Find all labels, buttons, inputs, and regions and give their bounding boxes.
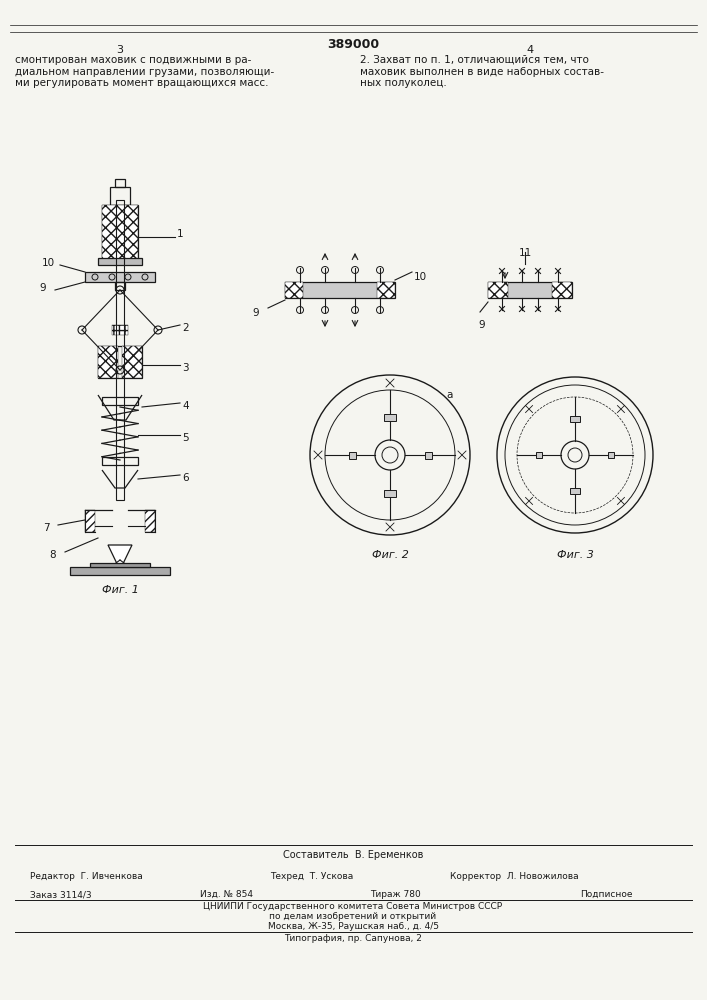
Bar [85, 510, 95, 532]
Bar [102, 457, 138, 465]
Polygon shape [384, 414, 396, 420]
Text: ЦНИИПИ Государственного комитета Совета Министров СССР: ЦНИИПИ Государственного комитета Совета … [204, 902, 503, 911]
Bar [115, 179, 125, 187]
Bar [285, 282, 395, 298]
Text: 3: 3 [117, 45, 124, 55]
Polygon shape [349, 452, 356, 458]
Bar [488, 282, 508, 298]
Bar [285, 282, 303, 298]
Text: 2: 2 [182, 323, 189, 333]
Text: 1: 1 [177, 229, 184, 239]
Text: 5: 5 [182, 433, 189, 443]
Text: 9: 9 [479, 320, 485, 330]
Bar [85, 272, 155, 282]
Bar [115, 282, 125, 290]
Bar [377, 282, 395, 298]
Bar [98, 346, 118, 378]
Text: 9: 9 [252, 308, 259, 318]
Text: 389000: 389000 [327, 38, 379, 51]
Text: Типография, пр. Сапунова, 2: Типография, пр. Сапунова, 2 [284, 934, 422, 943]
Text: 11: 11 [518, 248, 532, 258]
Bar [102, 205, 138, 260]
Bar [116, 200, 124, 500]
Polygon shape [570, 416, 580, 422]
Text: а: а [447, 390, 453, 400]
Text: смонтирован маховик с подвижными в ра-
диальном направлении грузами, позволяющи-: смонтирован маховик с подвижными в ра- д… [15, 55, 274, 88]
Text: 10: 10 [414, 272, 427, 282]
Text: Техред  Т. Ускова: Техред Т. Ускова [270, 872, 354, 881]
Text: Фиг. 2: Фиг. 2 [372, 550, 409, 560]
Bar [145, 510, 155, 532]
Text: Составитель  В. Еременков: Составитель В. Еременков [283, 850, 423, 860]
Text: 8: 8 [49, 550, 57, 560]
Text: 6: 6 [182, 473, 189, 483]
Text: 2. Захват по п. 1, отличающийся тем, что
маховик выполнен в виде наборных состав: 2. Захват по п. 1, отличающийся тем, что… [360, 55, 604, 88]
Bar [98, 346, 142, 378]
Text: Фиг. 1: Фиг. 1 [102, 585, 139, 595]
Polygon shape [108, 545, 132, 570]
Bar [90, 563, 150, 567]
Text: 4: 4 [182, 401, 189, 411]
Text: Тираж 780: Тираж 780 [370, 890, 421, 899]
Bar [122, 346, 142, 378]
Polygon shape [536, 452, 542, 458]
Text: 3: 3 [182, 363, 189, 373]
Polygon shape [384, 489, 396, 496]
Bar [112, 325, 128, 335]
Text: 7: 7 [42, 523, 49, 533]
Bar [102, 205, 138, 260]
Polygon shape [424, 452, 431, 458]
Text: Изд. № 854: Изд. № 854 [200, 890, 253, 899]
Text: Подписное: Подписное [580, 890, 633, 899]
Text: Редактор  Г. Ивченкова: Редактор Г. Ивченкова [30, 872, 143, 881]
Text: 10: 10 [42, 258, 54, 268]
Bar [70, 567, 170, 575]
Bar [488, 282, 572, 298]
Text: Фиг. 3: Фиг. 3 [556, 550, 593, 560]
Bar [102, 397, 138, 405]
Bar [110, 187, 130, 205]
Text: 9: 9 [40, 283, 47, 293]
Text: по делам изобретений и открытий: по делам изобретений и открытий [269, 912, 436, 921]
Text: Корректор  Л. Новожилова: Корректор Л. Новожилова [450, 872, 578, 881]
Text: Москва, Ж-35, Раушская наб., д. 4/5: Москва, Ж-35, Раушская наб., д. 4/5 [267, 922, 438, 931]
Bar [98, 258, 142, 265]
Text: 4: 4 [527, 45, 534, 55]
Polygon shape [570, 488, 580, 494]
Polygon shape [608, 452, 614, 458]
Text: Заказ 3114/3: Заказ 3114/3 [30, 890, 92, 899]
Bar [552, 282, 572, 298]
